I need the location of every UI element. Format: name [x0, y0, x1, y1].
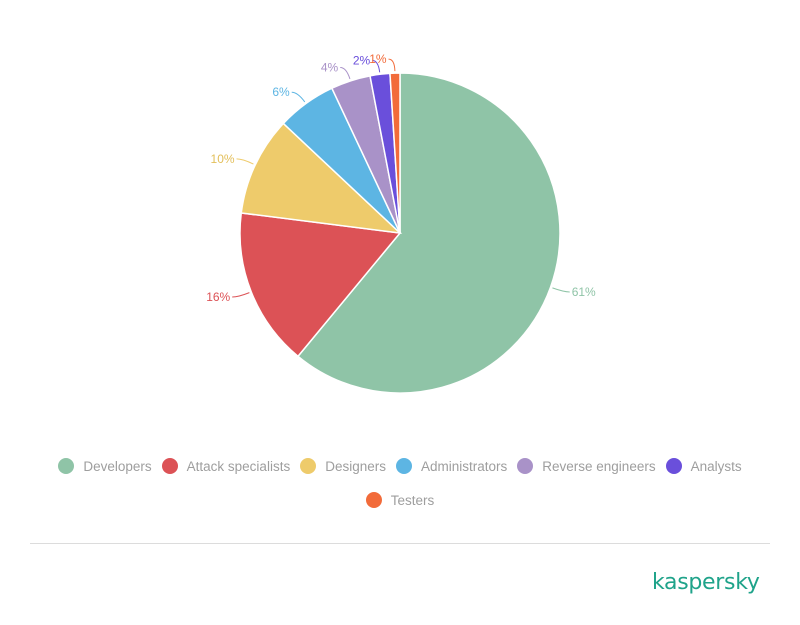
legend-label: Developers: [83, 458, 152, 474]
slice-percent-label: 61%: [572, 285, 596, 299]
kaspersky-logo: kaspersky: [652, 570, 760, 595]
label-leader-line: [340, 67, 351, 80]
legend-swatch-icon: [665, 458, 682, 474]
legend-swatch-icon: [517, 458, 534, 474]
legend-label: Administrators: [420, 458, 508, 474]
pie-slice-testers[interactable]: [389, 72, 401, 234]
legend-label: Attack specialists: [186, 458, 291, 474]
slice-percent-label: 4%: [321, 61, 339, 75]
legend-item-analysts[interactable]: Analysts: [665, 458, 742, 474]
label-leader-line: [552, 287, 570, 293]
label-leader-line: [236, 158, 254, 165]
label-leader-line: [232, 292, 250, 298]
legend-item-designers[interactable]: Designers: [300, 458, 386, 474]
legend-row-2: Testers: [30, 492, 770, 508]
label-leader-line: [372, 59, 381, 73]
legend-label: Designers: [325, 458, 386, 474]
slice-percent-label: 16%: [206, 290, 230, 304]
legend-swatch-icon: [300, 458, 317, 474]
slice-percent-label: 2%: [353, 53, 371, 67]
legend-item-administrators[interactable]: Administrators: [395, 458, 508, 474]
legend-label: Analysts: [690, 458, 742, 474]
legend-item-developers[interactable]: Developers: [58, 458, 152, 474]
legend-label: Reverse engineers: [542, 458, 656, 474]
slice-percent-label: 10%: [211, 152, 235, 166]
legend-item-reverse-engineers[interactable]: Reverse engineers: [517, 458, 656, 474]
pie-slice-designers[interactable]: [240, 122, 403, 235]
legend-swatch-icon: [395, 458, 412, 474]
legend-swatch-icon: [58, 458, 75, 474]
legend-swatch-icon: [365, 492, 382, 508]
pie-slice-developers[interactable]: [296, 72, 561, 394]
pie-chart: 61% 16% 10% 6% 4% 2%1%: [206, 52, 596, 394]
label-leader-line: [388, 58, 396, 72]
legend: Developers Attack specialists Designers …: [30, 458, 770, 474]
legend-item-testers[interactable]: Testers: [365, 492, 435, 508]
legend-label: Testers: [390, 492, 435, 508]
slice-percent-label: 6%: [272, 85, 290, 99]
divider: [30, 543, 770, 544]
legend-swatch-icon: [161, 458, 178, 474]
legend-item-attack-specialists[interactable]: Attack specialists: [161, 458, 291, 474]
pie-slice-attack-specialists[interactable]: [239, 212, 402, 358]
label-leader-line: [291, 91, 306, 103]
slice-percent-label: 1%: [369, 52, 387, 66]
